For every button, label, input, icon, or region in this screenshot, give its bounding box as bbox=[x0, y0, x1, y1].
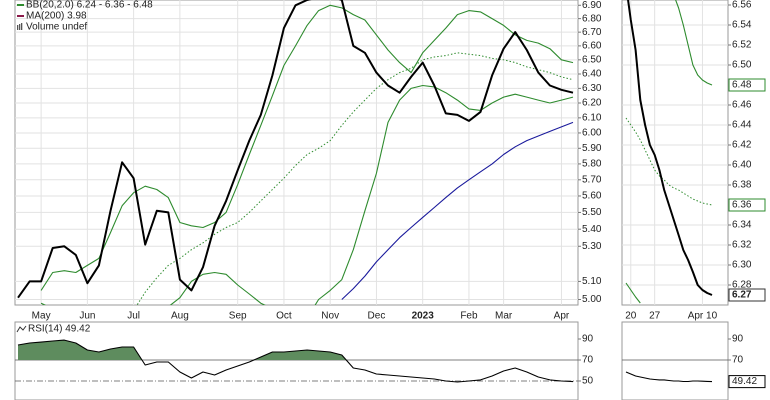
series-line bbox=[675, 0, 713, 86]
legend-marker bbox=[17, 25, 19, 30]
x-tick-label: Aug bbox=[171, 311, 189, 322]
overbought-fill bbox=[18, 340, 573, 361]
y-tick-label: 6.28 bbox=[732, 280, 752, 291]
series-line bbox=[40, 4, 574, 291]
plot-area bbox=[15, 0, 578, 305]
y-tick-label: 5.00 bbox=[582, 294, 602, 305]
value-label-box bbox=[728, 288, 766, 302]
y-tick-label: 6.40 bbox=[732, 160, 752, 171]
y-tick-label: 6.54 bbox=[732, 20, 752, 31]
y-tick-label: 90 bbox=[732, 334, 744, 345]
y-tick-label: 6.30 bbox=[582, 83, 602, 94]
x-tick-label: Sep bbox=[229, 311, 247, 322]
x-tick-label: 27 bbox=[649, 311, 661, 322]
plot-area bbox=[622, 359, 728, 383]
legend-label: Volume undef bbox=[26, 22, 87, 33]
x-tick-label: Jul bbox=[127, 311, 140, 322]
value-label-box bbox=[728, 198, 766, 212]
y-tick-label: 5.40 bbox=[582, 224, 602, 235]
y-tick-label: 6.90 bbox=[582, 0, 602, 11]
x-tick-label: Apr bbox=[554, 311, 570, 322]
series-line bbox=[17, 339, 574, 383]
y-tick-label: 50 bbox=[582, 376, 594, 387]
panel bbox=[621, 0, 729, 306]
chart-title: RSI(14) 49.42 bbox=[28, 324, 91, 335]
x-tick-label: Feb bbox=[460, 311, 478, 322]
x-tick-label: Jun bbox=[79, 311, 95, 322]
value-label: 6.36 bbox=[732, 200, 752, 211]
x-tick-label: Oct bbox=[276, 311, 292, 322]
series-line bbox=[625, 371, 713, 383]
x-tick-label: Apr 10 bbox=[688, 311, 718, 322]
value-label-box bbox=[728, 78, 766, 92]
y-tick-label: 6.80 bbox=[582, 13, 602, 24]
series-line bbox=[17, 0, 574, 299]
y-tick-label: 6.46 bbox=[732, 100, 752, 111]
y-tick-label: 6.30 bbox=[732, 260, 752, 271]
series-line bbox=[625, 282, 641, 304]
value-label-box bbox=[728, 375, 766, 389]
y-tick-label: 6.40 bbox=[582, 69, 602, 80]
y-tick-label: 6.38 bbox=[732, 180, 752, 191]
panel bbox=[14, 321, 579, 400]
y-tick-label: 5.50 bbox=[582, 207, 602, 218]
x-tick-label: 20 bbox=[625, 311, 637, 322]
value-label: 6.27 bbox=[732, 290, 752, 301]
y-tick-label: 5.90 bbox=[582, 143, 602, 154]
y-tick-label: 6.10 bbox=[582, 112, 602, 123]
series-line bbox=[627, 0, 713, 296]
value-label: 6.48 bbox=[732, 80, 752, 91]
plot-area bbox=[15, 339, 578, 383]
series-line bbox=[341, 121, 574, 300]
legend-marker bbox=[21, 23, 23, 30]
series-line bbox=[625, 117, 713, 206]
y-tick-label: 6.50 bbox=[582, 54, 602, 65]
y-tick-label: 70 bbox=[732, 355, 744, 366]
x-tick-label: May bbox=[32, 311, 51, 322]
y-tick-label: 5.60 bbox=[582, 191, 602, 202]
y-tick-label: 6.52 bbox=[732, 40, 752, 51]
legend-label: BB(20,2.0) 6.24 - 6.36 - 6.48 bbox=[26, 0, 153, 11]
y-tick-label: 5.30 bbox=[582, 241, 602, 252]
x-tick-label: Nov bbox=[321, 311, 339, 322]
y-tick-label: 90 bbox=[582, 334, 594, 345]
y-tick-label: 70 bbox=[582, 355, 594, 366]
y-tick-label: 6.34 bbox=[732, 220, 752, 231]
y-tick-label: 6.32 bbox=[732, 240, 752, 251]
panel bbox=[14, 0, 579, 306]
plot-area bbox=[622, 0, 728, 305]
y-tick-label: 6.20 bbox=[582, 98, 602, 109]
x-tick-label: 2023 bbox=[412, 311, 435, 322]
y-tick-label: 6.70 bbox=[582, 27, 602, 38]
y-tick-label: 6.56 bbox=[732, 0, 752, 11]
y-tick-label: 5.10 bbox=[582, 276, 602, 287]
panel bbox=[621, 321, 729, 400]
legend-marker bbox=[19, 24, 21, 30]
y-tick-label: 5.80 bbox=[582, 159, 602, 170]
series-line bbox=[40, 84, 574, 305]
x-tick-label: Dec bbox=[368, 311, 386, 322]
y-tick-label: 6.44 bbox=[732, 120, 752, 131]
legend-label: MA(200) 3.98 bbox=[26, 11, 87, 22]
legend-marker bbox=[16, 325, 27, 333]
y-tick-label: 6.50 bbox=[732, 60, 752, 71]
y-tick-label: 5.70 bbox=[582, 174, 602, 185]
value-label: 49.42 bbox=[732, 376, 757, 387]
y-tick-label: 6.42 bbox=[732, 140, 752, 151]
x-tick-label: Mar bbox=[495, 311, 513, 322]
y-tick-label: 6.00 bbox=[582, 128, 602, 139]
y-tick-label: 6.60 bbox=[582, 41, 602, 52]
